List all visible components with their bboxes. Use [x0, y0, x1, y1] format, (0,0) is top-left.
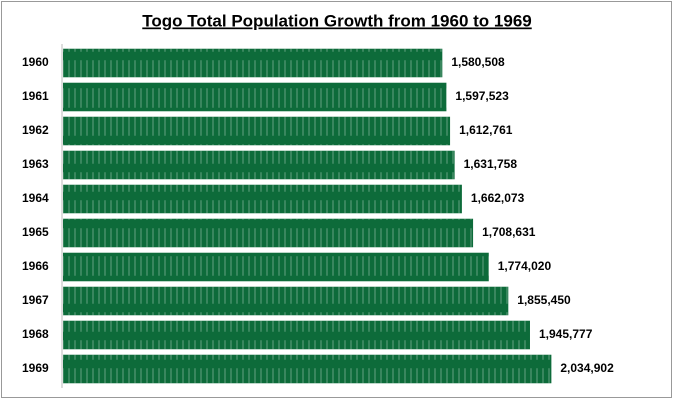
bar [63, 82, 447, 112]
data-label: 1,708,631 [482, 225, 536, 239]
bar [63, 354, 552, 384]
y-tick-label: 1969 [22, 361, 49, 375]
y-tick-label: 1968 [22, 327, 49, 341]
data-label: 1,612,761 [459, 123, 513, 137]
y-tick-label: 1961 [22, 89, 49, 103]
bar [63, 218, 474, 248]
y-tick-label: 1963 [22, 157, 49, 171]
data-label: 1,662,073 [471, 191, 525, 205]
bar [63, 48, 443, 78]
data-label: 1,580,508 [451, 55, 505, 69]
bar [63, 116, 451, 146]
y-tick-label: 1966 [22, 259, 49, 273]
bar [63, 252, 489, 282]
bar [63, 150, 455, 180]
y-tick-label: 1962 [22, 123, 49, 137]
bar [63, 320, 530, 350]
y-tick-label: 1967 [22, 293, 49, 307]
data-label: 1,945,777 [539, 327, 593, 341]
data-label: 1,631,758 [464, 157, 518, 171]
data-label: 1,774,020 [498, 259, 552, 273]
data-label: 2,034,902 [560, 361, 614, 375]
y-tick-label: 1964 [22, 191, 49, 205]
chart-title: Togo Total Population Growth from 1960 t… [142, 11, 531, 30]
y-tick-label: 1965 [22, 225, 49, 239]
bar [63, 286, 509, 316]
data-label: 1,597,523 [455, 89, 509, 103]
y-tick-label: 1960 [22, 55, 49, 69]
bar [63, 184, 462, 214]
data-label: 1,855,450 [517, 293, 571, 307]
